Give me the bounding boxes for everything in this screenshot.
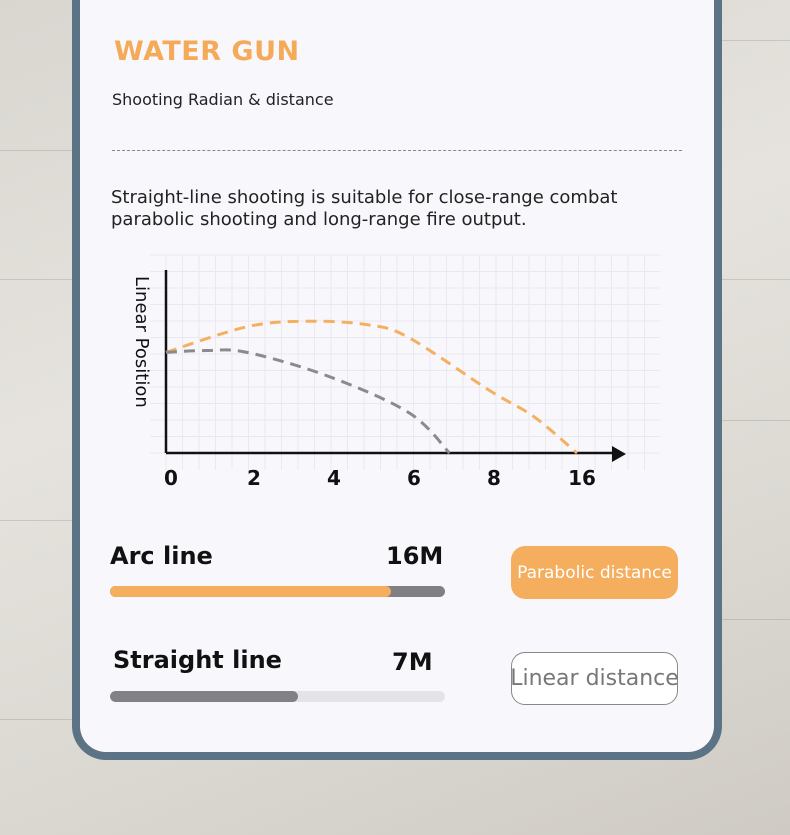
x-tick-label: 16 bbox=[568, 466, 596, 490]
divider bbox=[112, 150, 682, 151]
parabolic-distance-button[interactable]: Parabolic distance bbox=[511, 546, 678, 599]
straight-line-value: 7M bbox=[392, 648, 433, 676]
arc-line-value: 16M bbox=[386, 542, 444, 570]
x-axis-arrow-icon bbox=[612, 446, 626, 462]
arc-line-label: Arc line bbox=[110, 542, 213, 570]
arc-line-progress bbox=[110, 586, 445, 597]
straight-line-progress-fill bbox=[110, 691, 298, 702]
linear-distance-button[interactable]: Linear distance bbox=[510, 652, 679, 705]
x-tick-label: 8 bbox=[487, 466, 501, 490]
straight-line-progress bbox=[110, 691, 445, 702]
description: Straight-line shooting is suitable for c… bbox=[111, 187, 618, 230]
series-line-1 bbox=[165, 348, 451, 455]
x-tick-label: 0 bbox=[164, 466, 178, 490]
x-tick-label: 2 bbox=[247, 466, 261, 490]
x-tick-label: 4 bbox=[327, 466, 341, 490]
series-line-0 bbox=[165, 319, 578, 455]
page-title: WATER GUN bbox=[114, 36, 300, 67]
subtitle: Shooting Radian & distance bbox=[112, 90, 334, 109]
y-axis-label: Linear Position bbox=[131, 276, 152, 408]
arc-line-progress-fill bbox=[110, 586, 392, 597]
straight-line-label: Straight line bbox=[113, 646, 282, 674]
x-tick-label: 6 bbox=[407, 466, 421, 490]
